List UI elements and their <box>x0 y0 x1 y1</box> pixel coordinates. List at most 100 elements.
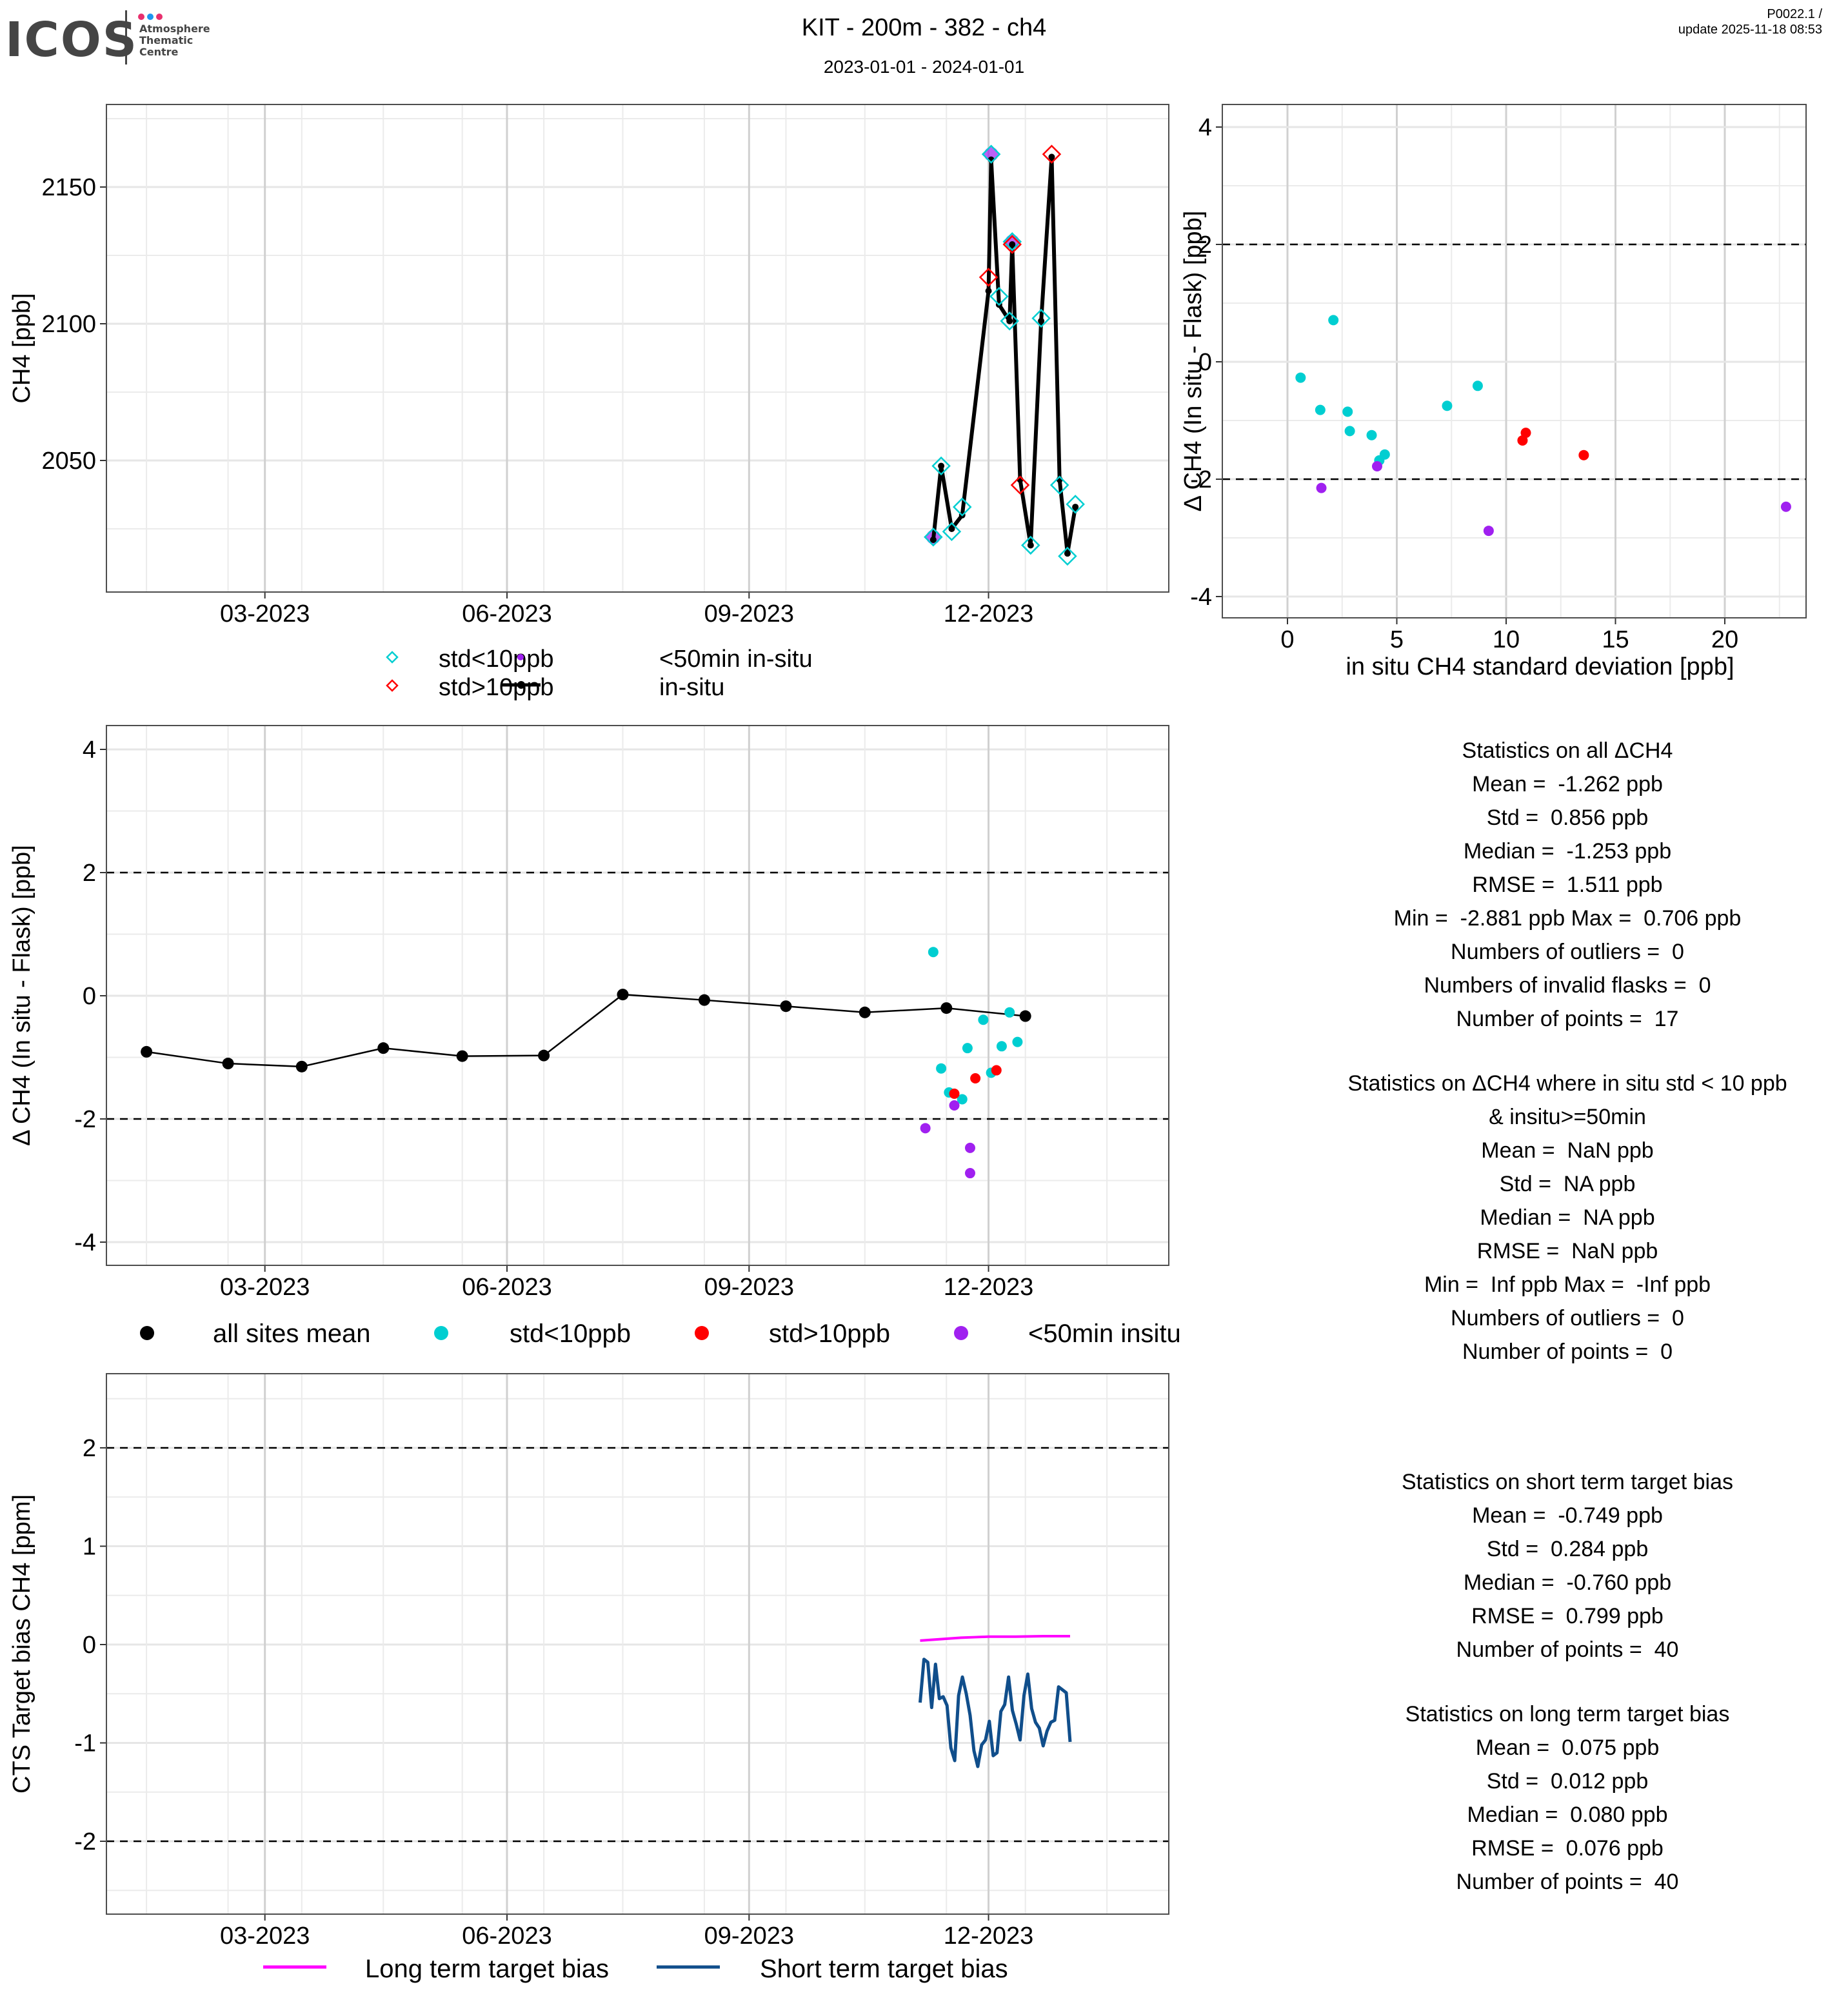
scatter-point <box>1371 460 1382 471</box>
logo-line: Centre <box>139 46 179 58</box>
x-tick-label: 03-2023 <box>220 1923 310 1950</box>
stat-line: & insitu>=50min <box>1489 1105 1646 1129</box>
scatter-point <box>1472 381 1483 391</box>
y-tick-label: 0 <box>83 983 96 1010</box>
x-tick-label: 15 <box>1602 626 1629 653</box>
y-tick-label: -4 <box>74 1229 96 1256</box>
stat-line: Std = 0.012 ppb <box>1486 1769 1649 1794</box>
logo-line: Atmosphere <box>139 23 210 35</box>
delta-point <box>920 1123 931 1134</box>
std-lt-10-point <box>1058 546 1077 566</box>
stat-line: Median = -1.253 ppb <box>1463 839 1672 864</box>
delta-vs-std-chart: 0 5 10 15 20 -4 -2 0 2 4 Δ CH4 (In situ - Flask) [… <box>1180 104 1807 680</box>
legend-label: Short term target bias <box>760 1955 1008 1983</box>
y-tick-label: 2 <box>1198 232 1212 259</box>
scatter-point <box>1578 450 1589 460</box>
stat-line: Std = NA ppb <box>1499 1172 1636 1196</box>
in-situ-point <box>929 536 937 543</box>
y-axis-label: CH4 [ppb] <box>8 293 35 403</box>
stat-line: Std = 0.284 ppb <box>1486 1537 1649 1561</box>
all-sites-mean-point <box>617 989 629 1001</box>
legend-dot-icon <box>140 1326 154 1340</box>
all-sites-mean-point <box>859 1006 871 1018</box>
stat-line: Number of points = 40 <box>1456 1637 1679 1662</box>
std-lt-10-point <box>1049 475 1069 495</box>
stat-line: Statistics on ΔCH4 where in situ std < 1… <box>1347 1071 1787 1096</box>
std-lt-10-point <box>931 456 951 476</box>
delta-point <box>962 1043 973 1054</box>
std-lt-10-point <box>981 144 1001 164</box>
legend-label: std<10ppb <box>439 646 554 673</box>
std-lt-10-point <box>952 497 972 517</box>
x-tick-label: 06-2023 <box>462 1274 551 1301</box>
x-tick-label: 09-2023 <box>704 1274 794 1301</box>
x-axis-label: in situ CH4 standard deviation [ppb] <box>1346 653 1734 680</box>
stat-line: Numbers of outliers = 0 <box>1451 1306 1684 1330</box>
scatter-point <box>1344 426 1355 437</box>
y-tick-label: 4 <box>1198 114 1212 141</box>
stat-line: Mean = -1.262 ppb <box>1472 772 1663 796</box>
panel-border <box>106 104 1169 593</box>
scatter-point <box>1366 430 1377 440</box>
in-situ-point <box>1048 153 1055 161</box>
version-info: P0022.1 / update 2025-11-18 08:53 <box>1678 6 1822 37</box>
scatter-point <box>1316 482 1327 493</box>
in-situ-point <box>938 462 945 470</box>
delta-point <box>928 947 939 958</box>
all-sites-mean-point <box>538 1049 550 1062</box>
stats-all-delta: Statistics on all ΔCH4 Mean = -1.262 ppb S… <box>1264 734 1848 1036</box>
legend-label: <50min insitu <box>1028 1320 1181 1348</box>
all-sites-mean-point <box>698 994 710 1006</box>
y-tick-label: -2 <box>74 1106 96 1133</box>
x-tick-label: 20 <box>1711 626 1738 653</box>
y-tick-label: 1 <box>83 1534 96 1561</box>
delta-point <box>964 1168 975 1179</box>
stat-line: Median = -0.760 ppb <box>1463 1570 1672 1595</box>
long-term-bias-line <box>920 1635 1070 1642</box>
std-lt-10-point <box>1031 308 1051 328</box>
scatter-point <box>1520 428 1531 439</box>
std-lt-10-point <box>1066 495 1085 514</box>
std-lt-10-point <box>1021 535 1040 555</box>
x-tick-label: 09-2023 <box>704 600 794 628</box>
stat-line: Mean = 0.075 ppb <box>1475 1735 1660 1760</box>
y-axis-label: Δ CH4 (In situ - Flask) [ppb] <box>8 845 35 1146</box>
date-range: 2023-01-01 - 2024-01-01 <box>823 57 1025 77</box>
in-situ-point <box>948 526 955 532</box>
legend-dot-icon <box>954 1326 968 1340</box>
logo-dots-icon <box>138 12 165 23</box>
logo-wordmark: ICOS <box>5 12 139 68</box>
legend-label: std>10ppb <box>769 1320 890 1348</box>
all-sites-mean-line <box>146 993 1026 1068</box>
delta-point <box>1012 1036 1023 1047</box>
x-tick-label: 06-2023 <box>462 1923 551 1950</box>
legend-label: Long term target bias <box>365 1955 609 1983</box>
stat-line: Median = 0.080 ppb <box>1467 1803 1668 1827</box>
stat-line: Number of points = 40 <box>1456 1870 1679 1894</box>
all-sites-mean-point <box>456 1050 468 1062</box>
in-situ-point <box>1027 542 1034 549</box>
delta-point <box>964 1142 975 1153</box>
x-tick-label: 12-2023 <box>944 1274 1033 1301</box>
stat-line: Number of points = 0 <box>1462 1340 1673 1364</box>
std-lt-10-point <box>1002 232 1022 252</box>
target-bias-chart: -2 -1 0 1 2 CTS Target bias CH4 [ppm] 03-2023 0… <box>8 1373 1169 1950</box>
stat-line: RMSE = 0.076 ppb <box>1471 1836 1664 1861</box>
legend-dot-icon <box>517 654 524 660</box>
panel-border <box>1222 104 1807 618</box>
stat-line: Std = 0.856 ppb <box>1486 806 1649 830</box>
scatter-point <box>1442 400 1453 411</box>
stat-line: Min = Inf ppb Max = -Inf ppb <box>1424 1272 1711 1297</box>
scatter-point <box>1483 526 1494 537</box>
stat-line: RMSE = 1.511 ppb <box>1472 873 1663 897</box>
logo-line: Thematic <box>139 34 194 46</box>
stat-line: Statistics on all ΔCH4 <box>1462 738 1673 763</box>
version-label: P0022.1 / <box>1767 7 1822 21</box>
x-tick-label: 10 <box>1493 626 1520 653</box>
y-tick-label: 0 <box>1198 349 1212 376</box>
std-gt-10-point <box>979 268 999 287</box>
y-tick-label: 2150 <box>41 174 96 201</box>
scatter-point <box>1295 372 1306 383</box>
